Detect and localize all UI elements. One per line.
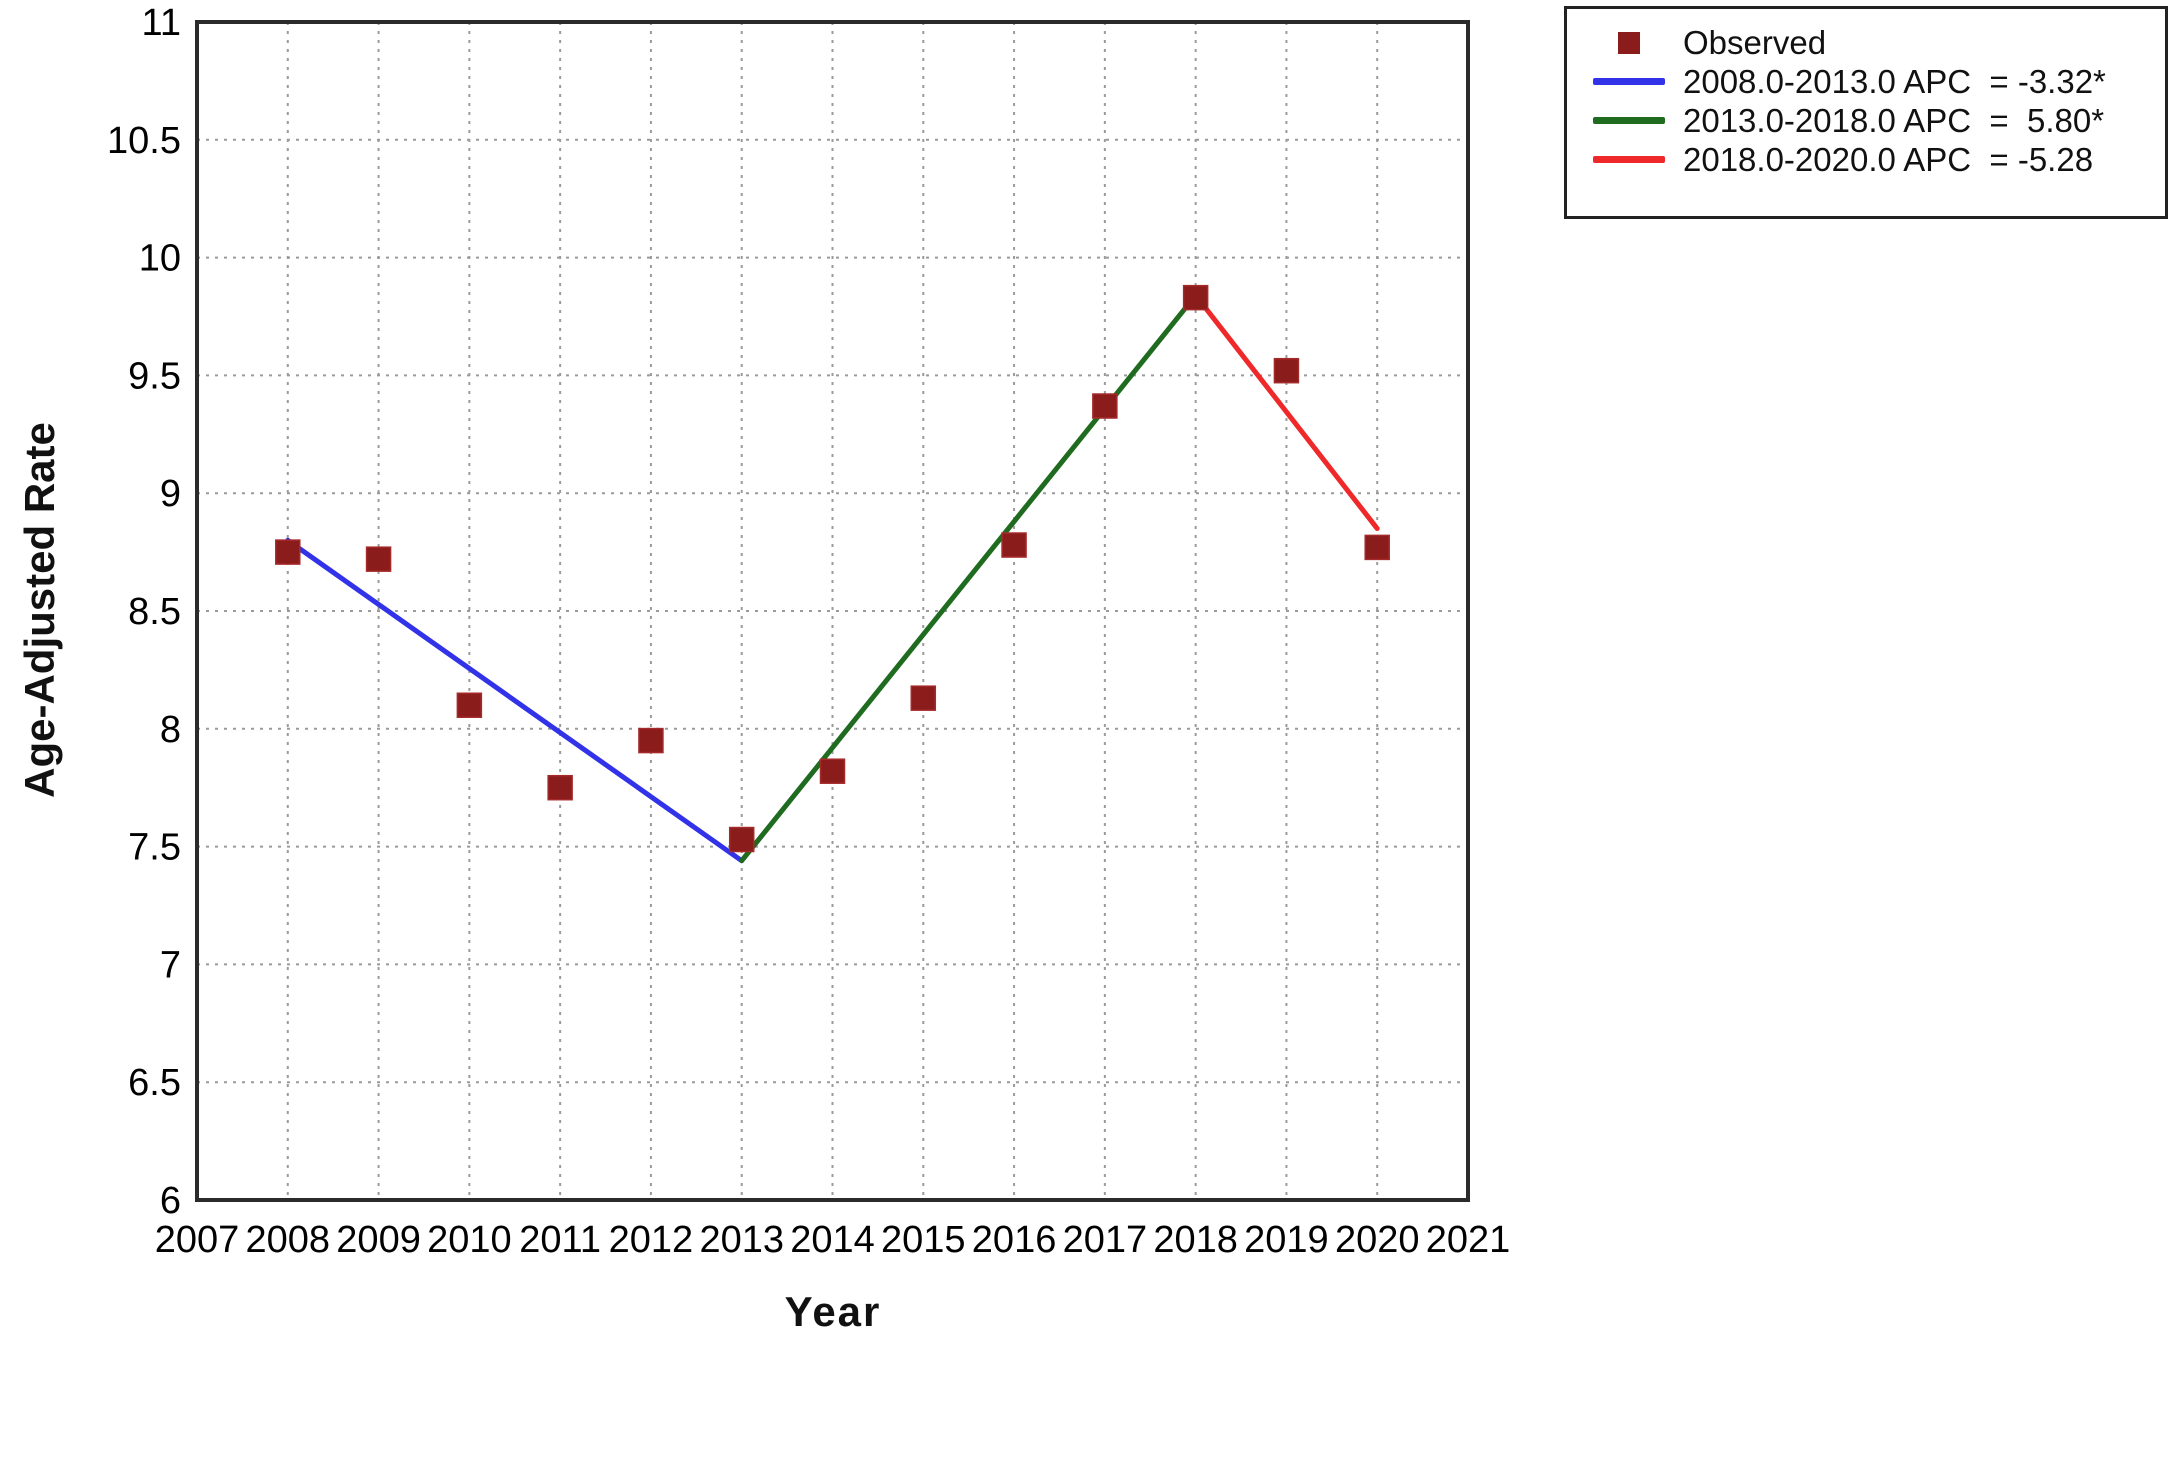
x-tick-label: 2012 (609, 1219, 694, 1261)
y-tick-label: 7.5 (128, 827, 181, 869)
x-tick-label: 2016 (972, 1219, 1057, 1261)
trend-segment (1193, 292, 1380, 532)
x-tick-label: 2014 (790, 1219, 875, 1261)
x-tick-label: 2017 (1063, 1219, 1148, 1261)
observed-point (275, 539, 301, 565)
y-tick-label: 9 (160, 473, 181, 515)
x-tick-label: 2019 (1244, 1219, 1329, 1261)
legend-label: 2018.0-2020.0 APC = -5.28 (1683, 140, 2094, 178)
x-tick-label: 2010 (427, 1219, 512, 1261)
legend-label: Observed (1683, 23, 1827, 61)
trend-segment (739, 292, 1199, 864)
x-tick-label: 2015 (881, 1219, 966, 1261)
y-tick-label: 8.5 (128, 591, 181, 633)
blue-line-icon (1593, 78, 1665, 85)
observed-marker-icon (1593, 31, 1665, 54)
green-line-icon (1593, 117, 1665, 124)
legend-box: Observed 2008.0-2013.0 APC = -3.32* 2013… (1564, 6, 2168, 219)
y-tick-label: 6 (160, 1180, 181, 1222)
observed-point (1182, 284, 1209, 311)
x-tick-label: 2020 (1335, 1219, 1420, 1261)
observed-point (638, 727, 664, 754)
y-axis-title: Age-Adjusted Rate (16, 422, 63, 798)
legend-label: 2008.0-2013.0 APC = -3.32* (1683, 62, 2106, 100)
y-tick-label: 8 (160, 709, 181, 751)
x-axis-title: Year (784, 1288, 882, 1335)
observed-point (728, 826, 755, 853)
legend-item-segment-3: 2018.0-2020.0 APC = -5.28 (1567, 140, 2165, 179)
observed-point (456, 692, 483, 718)
y-tick-label: 11 (142, 2, 181, 44)
x-tick-label: 2008 (246, 1219, 331, 1261)
x-tick-label: 2021 (1426, 1219, 1511, 1261)
y-tick-label: 10 (139, 238, 181, 280)
observed-point (1092, 393, 1118, 419)
red-line-icon (1593, 156, 1665, 163)
y-tick-label: 7 (160, 944, 181, 986)
observed-point (1273, 357, 1300, 384)
y-tick-label: 9.5 (128, 355, 181, 397)
x-tick-label: 2009 (336, 1219, 421, 1261)
y-tick-label: 10.5 (107, 120, 181, 162)
legend-item-segment-1: 2008.0-2013.0 APC = -3.32* (1567, 62, 2165, 101)
legend-label: 2013.0-2018.0 APC = 5.80* (1683, 101, 2105, 139)
y-tick-label: 6.5 (128, 1062, 181, 1104)
observed-point (910, 685, 937, 711)
x-tick-label: 2018 (1153, 1219, 1238, 1261)
legend-item-segment-2: 2013.0-2018.0 APC = 5.80* (1567, 101, 2165, 140)
observed-point (819, 758, 846, 784)
observed-point (547, 774, 573, 801)
legend-item-observed: Observed (1567, 23, 2165, 62)
plot-border (195, 20, 1470, 1202)
observed-point (1001, 532, 1027, 558)
observed-point (365, 546, 392, 572)
observed-point (1364, 534, 1390, 561)
footnotes: * Indicates that the Annual Percent Chan… (6, 1386, 1450, 1464)
x-tick-label: 2013 (699, 1219, 784, 1261)
trend-segment (285, 537, 745, 864)
x-tick-label: 2011 (519, 1219, 601, 1261)
x-tick-label: 2007 (155, 1219, 240, 1261)
